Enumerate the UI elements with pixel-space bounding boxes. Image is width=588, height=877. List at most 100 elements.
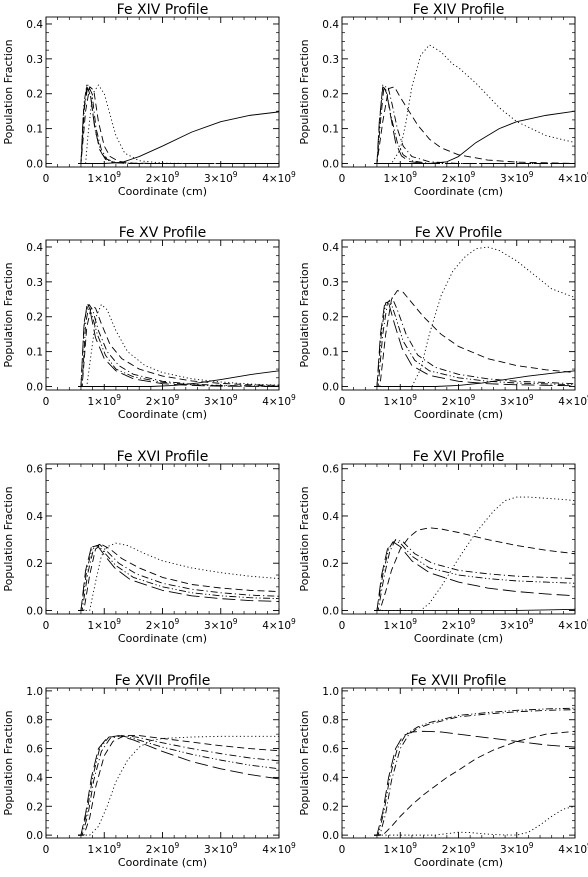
series-line-dashdotdot [78, 735, 279, 836]
y-axis-label: Population Fraction [2, 39, 15, 144]
x-tick-label: 1×109 [87, 841, 121, 856]
x-tick-base: 4×10 [558, 844, 587, 856]
series-line-dotted [78, 735, 279, 836]
series-line-dashdot [374, 297, 575, 387]
x-tick-label: 0 [339, 396, 346, 408]
x-tick-base: 0 [43, 620, 50, 632]
x-tick-base: 0 [339, 844, 346, 856]
series-line-solid [78, 370, 279, 387]
y-tick-label: 0.4 [322, 511, 339, 523]
plot-frame [341, 16, 576, 168]
y-tick-label: 0.0 [322, 830, 339, 842]
series-line-dotted [78, 84, 279, 164]
x-tick-base: 2×10 [442, 173, 471, 185]
y-tick-label: 0.3 [322, 277, 339, 289]
y-tick-label: 0.1 [322, 124, 339, 136]
series-line-dotted [78, 304, 279, 387]
y-axis-label: Population Fraction [2, 710, 15, 815]
y-tick-label: 0.2 [322, 312, 339, 324]
x-tick-exponent: 9 [412, 170, 417, 179]
chart-title: Fe XVI Profile [413, 449, 505, 465]
x-tick-base: 4×10 [558, 620, 587, 632]
x-tick-base: 0 [339, 620, 346, 632]
x-tick-label: 4×109 [558, 170, 588, 185]
x-tick-label: 1×109 [383, 393, 417, 408]
chart-title: Fe XV Profile [119, 225, 207, 241]
y-tick-label: 0.8 [26, 715, 43, 727]
chart-title: Fe XVII Profile [411, 673, 507, 689]
y-tick-label: 0.6 [26, 744, 43, 756]
x-tick-base: 0 [43, 396, 50, 408]
x-tick-exponent: 9 [412, 393, 417, 402]
series-line-longdash [374, 730, 575, 836]
x-axis-label: Coordinate (cm) [118, 632, 207, 645]
y-tick-label: 0.6 [26, 464, 43, 476]
x-tick-label: 0 [43, 396, 50, 408]
x-tick-label: 4×109 [262, 393, 296, 408]
x-tick-label: 2×109 [442, 393, 476, 408]
plot-frame [341, 463, 576, 615]
series-line-dashdotdot [374, 300, 575, 387]
x-tick-base: 0 [43, 173, 50, 185]
chart-title: Fe XVII Profile [115, 673, 211, 689]
series-line-dashed [78, 305, 279, 387]
x-tick-label: 2×109 [146, 617, 180, 632]
x-tick-base: 3×10 [204, 396, 233, 408]
series-line-longdash [78, 735, 279, 836]
series-line-dashed [78, 543, 279, 611]
x-tick-exponent: 9 [116, 393, 121, 402]
series-line-dashdot [78, 735, 279, 836]
x-tick-base: 4×10 [262, 396, 291, 408]
x-tick-exponent: 9 [291, 393, 296, 402]
x-tick-base: 0 [339, 396, 346, 408]
y-tick-label: 0.4 [322, 772, 339, 784]
series-line-longdash [78, 86, 279, 164]
x-tick-base: 1×10 [383, 620, 412, 632]
x-tick-base: 2×10 [146, 396, 175, 408]
y-tick-label: 0.1 [26, 347, 43, 359]
series-line-dashdotdot [78, 304, 279, 387]
y-tick-label: 0.4 [322, 242, 339, 254]
x-tick-exponent: 9 [175, 841, 180, 850]
plot-frame [45, 687, 280, 839]
x-tick-exponent: 9 [233, 841, 238, 850]
y-tick-label: 0.4 [26, 19, 43, 31]
series-line-solid [78, 111, 279, 164]
x-tick-exponent: 9 [116, 841, 121, 850]
x-tick-label: 3×109 [500, 617, 534, 632]
x-tick-label: 3×109 [204, 841, 238, 856]
x-tick-label: 1×109 [383, 617, 417, 632]
y-tick-label: 0.2 [26, 558, 43, 570]
x-tick-label: 3×109 [500, 170, 534, 185]
x-tick-exponent: 9 [175, 170, 180, 179]
y-tick-label: 0.0 [26, 382, 43, 394]
series-line-dashdot [374, 709, 575, 836]
y-tick-label: 0.2 [322, 558, 339, 570]
y-tick-label: 0.4 [26, 242, 43, 254]
x-tick-base: 3×10 [500, 396, 529, 408]
x-tick-label: 0 [339, 173, 346, 185]
series-line-longdash [374, 86, 575, 164]
x-tick-exponent: 9 [233, 617, 238, 626]
y-axis-label: Population Fraction [2, 262, 15, 367]
x-tick-base: 4×10 [262, 620, 291, 632]
x-tick-exponent: 9 [471, 841, 476, 850]
x-axis-label: Coordinate (cm) [414, 408, 503, 421]
x-axis-label: Coordinate (cm) [414, 185, 503, 198]
x-tick-base: 3×10 [500, 620, 529, 632]
x-tick-label: 4×109 [558, 841, 588, 856]
y-tick-label: 1.0 [322, 686, 339, 698]
y-tick-label: 0.1 [322, 347, 339, 359]
series-line-dashdot [78, 84, 279, 164]
series-line-dashed [78, 86, 279, 164]
x-tick-exponent: 9 [291, 170, 296, 179]
x-tick-base: 1×10 [87, 844, 116, 856]
series-line-dashed [374, 290, 575, 387]
x-tick-exponent: 9 [471, 617, 476, 626]
x-tick-base: 1×10 [383, 844, 412, 856]
x-tick-exponent: 9 [529, 393, 534, 402]
y-tick-label: 0.0 [26, 830, 43, 842]
